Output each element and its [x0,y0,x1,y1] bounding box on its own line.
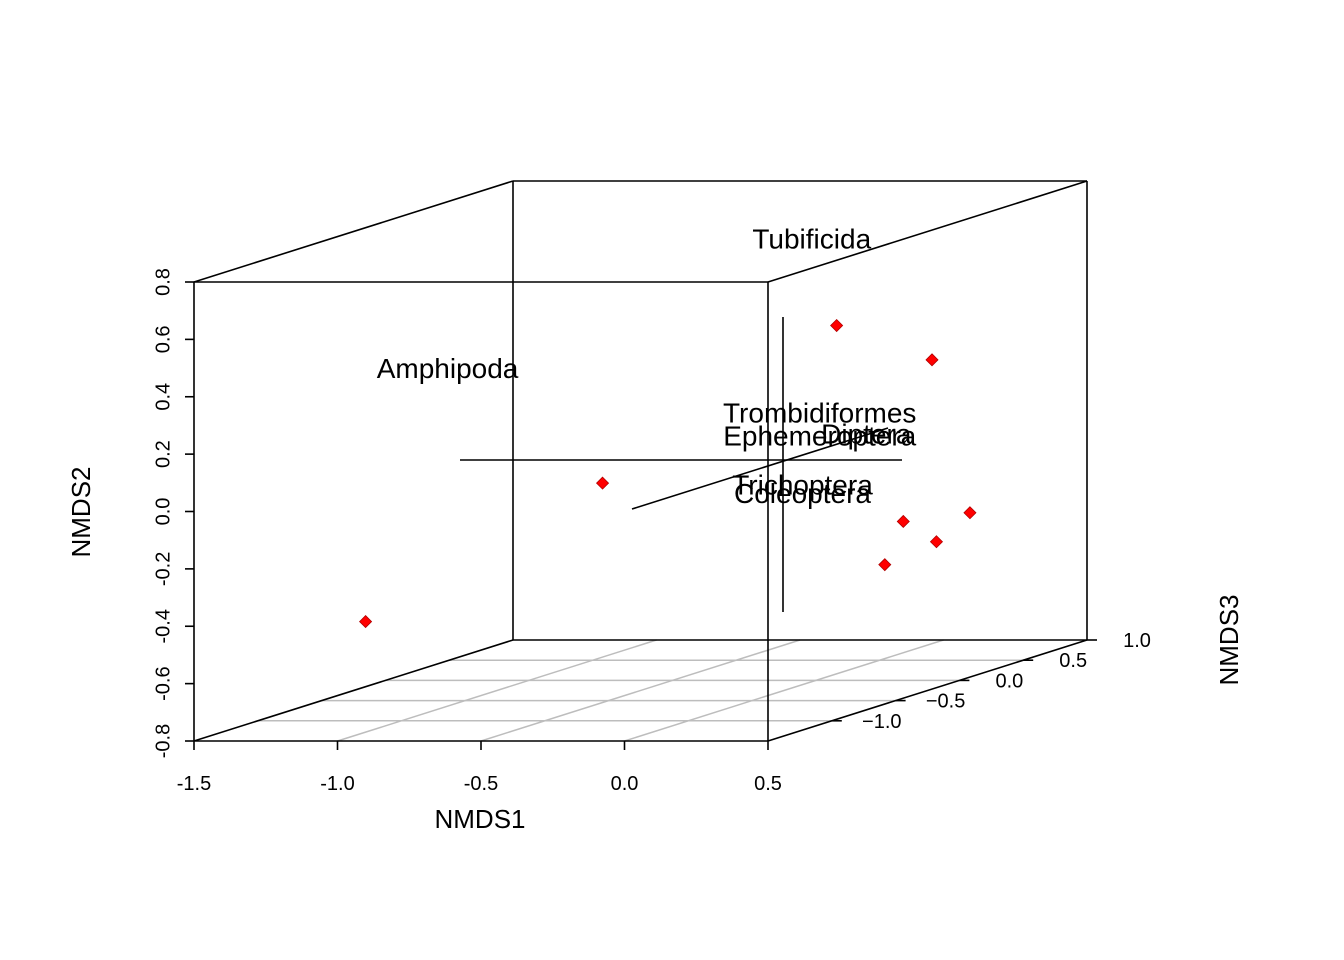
box-edge [767,180,1088,283]
x-axis: -1.5 -1.0 -0.5 0.0 0.5 [177,741,782,795]
site-point [929,535,944,549]
y-tick-label: 0.0 [152,498,174,526]
species-label: Trichoptera [732,469,873,500]
floor-grid [257,639,1024,742]
z-axis: −1.0 −0.5 0.0 0.5 1.0 [831,630,1151,733]
y-tick-label: -0.4 [152,609,174,643]
z-tick-label: 0.5 [1059,650,1087,672]
species-label: Ephemeroptera [723,420,916,451]
x-tick-label: 0.0 [611,773,639,795]
site-point [963,506,977,520]
species-label: Coleoptera [734,478,871,509]
box-edge [193,639,514,742]
site-point [896,514,910,529]
y-tick-label: 0.4 [152,383,174,411]
species-labels: Tubificida Amphipoda TrombidiformesEphemer… [377,223,917,508]
y-tick-label: -0.8 [152,724,174,758]
z-tick-label: 1.0 [1123,630,1151,652]
y-axis-title: NMDS2 [66,466,96,557]
site-point [925,353,939,367]
box-edge [193,180,514,283]
center-cross-lines [460,317,902,612]
species-label: Tubificida [752,223,871,254]
floor-grid-line-x [337,639,657,742]
site-point [595,476,610,490]
floor-grid-line-x [480,639,801,742]
center-line-nmds3 [631,427,889,510]
box-edge [767,639,1088,742]
species-label: Trombidiformes [723,398,916,429]
y-axis: -0.8 -0.6 -0.4 -0.2 0.0 0.2 0.4 0.6 0.8 [152,268,194,758]
y-tick-label: 0.8 [152,268,174,296]
z-tick-label: −1.0 [862,711,901,733]
z-axis-title: NMDS3 [1214,594,1244,685]
y-tick-label: -0.6 [152,666,174,700]
x-tick-label: -1.5 [177,773,211,795]
site-point [830,318,844,333]
site-point [359,614,373,629]
x-axis-title: NMDS1 [434,804,525,834]
y-tick-label: -0.2 [152,552,174,586]
site-points [359,318,977,629]
species-label: Diptera [821,418,912,449]
floor-grid-line-x [624,639,944,742]
x-tick-label: 0.5 [754,773,782,795]
site-point [878,558,892,572]
species-label: Amphipoda [377,353,519,384]
x-tick-label: -0.5 [464,773,498,795]
y-tick-label: 0.6 [152,325,174,353]
z-tick-label: 0.0 [995,670,1023,692]
plot-box [193,180,1088,742]
x-tick-label: -1.0 [320,773,354,795]
z-tick-label: −0.5 [926,691,965,713]
y-tick-label: 0.2 [152,440,174,468]
